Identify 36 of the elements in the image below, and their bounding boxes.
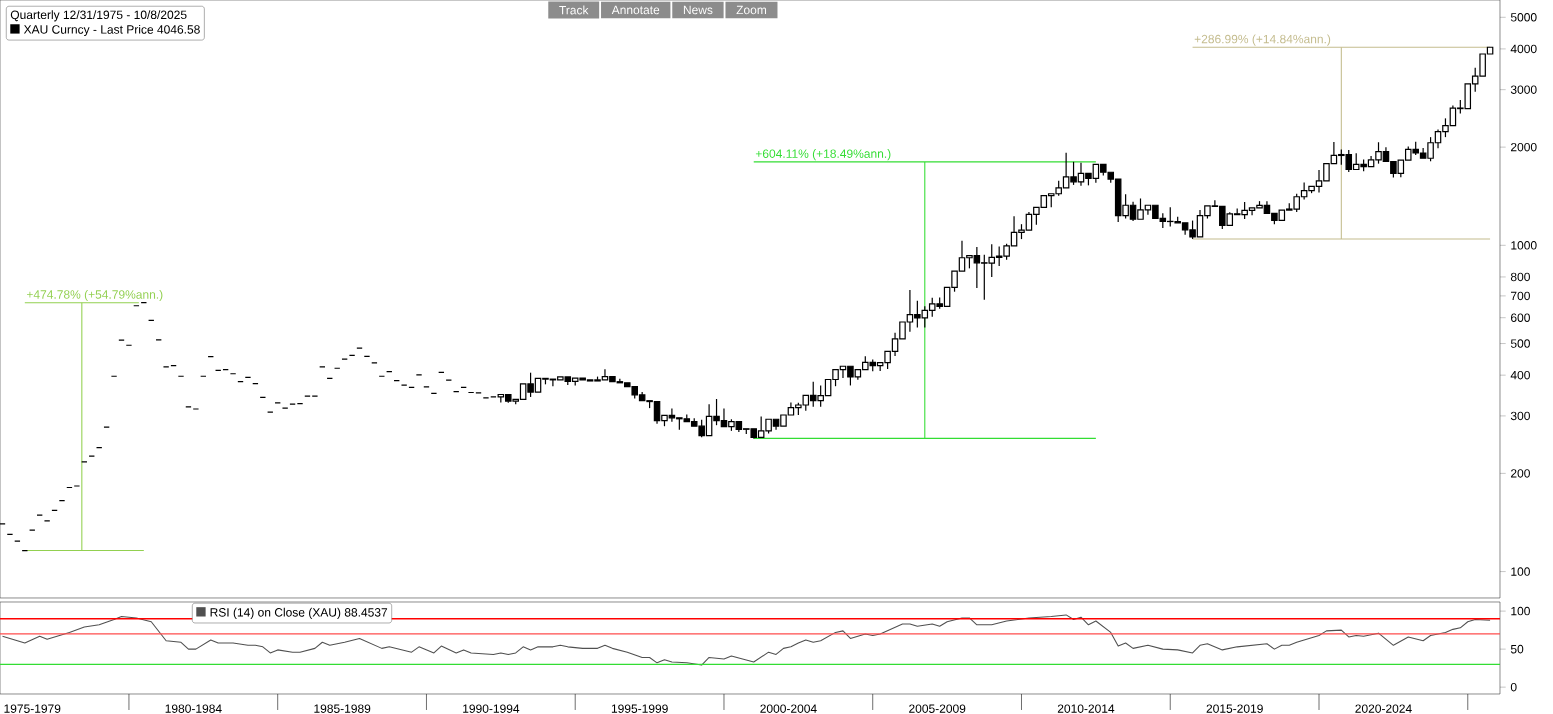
y-tick-label: 5000 <box>1510 13 1537 22</box>
x-tick-label: 1990-1994 <box>463 704 520 713</box>
x-tick-label: 2015-2019 <box>1206 704 1263 713</box>
y-tick-label: 600 <box>1511 313 1530 322</box>
series-label: +474.78% (+54.79%ann.) <box>27 289 163 302</box>
y-tick-label: 200 <box>1511 469 1530 478</box>
y-tick-label: 700 <box>1511 291 1530 301</box>
x-tick-label: 1975-1979 <box>4 704 61 713</box>
x-tick-label: 2000-2004 <box>760 704 817 713</box>
x-tick-label: 2005-2009 <box>909 704 966 713</box>
y-tick-label: 2000 <box>1511 142 1537 152</box>
y-tick-label: 400 <box>1510 370 1530 380</box>
y-tick-label: 1000 <box>1511 241 1537 250</box>
annotation: Track <box>559 5 589 15</box>
series-label: +286.99% (+14.84%ann.) <box>1194 34 1331 46</box>
legend-label: XAU Curncy - Last Price 4046.58 <box>23 24 200 37</box>
annotation: News <box>683 5 713 15</box>
x-tick-label: 1995-1999 <box>611 704 668 713</box>
x-tick-label: 1985-1989 <box>314 704 371 713</box>
text: Quarterly 12/31/1975 - 10/8/2025 <box>10 10 187 22</box>
legend-label: RSI (14) on Close (XAU) 88.4537 <box>210 607 388 619</box>
x-tick-label: 2010-2014 <box>1057 704 1115 713</box>
x-tick-label: 1980-1984 <box>165 704 222 713</box>
annotation: Zoom <box>736 5 767 15</box>
series-label: +604.11% (+18.49%ann.) <box>755 149 891 161</box>
y-tick-label: 4000 <box>1510 44 1537 54</box>
y-tick-label: 100 <box>1511 606 1530 616</box>
x-tick-label: 2020-2024 <box>1355 704 1412 713</box>
y-tick-label: 500 <box>1510 339 1530 348</box>
y-tick-label: 50 <box>1510 644 1524 654</box>
y-tick-label: 800 <box>1510 272 1530 282</box>
annotation: Annotate <box>611 5 660 15</box>
y-tick-label: 3000 <box>1510 85 1537 94</box>
y-tick-label: 100 <box>1511 567 1530 576</box>
y-tick-label: 300 <box>1510 411 1530 421</box>
y-tick-label: 0 <box>1510 682 1517 692</box>
